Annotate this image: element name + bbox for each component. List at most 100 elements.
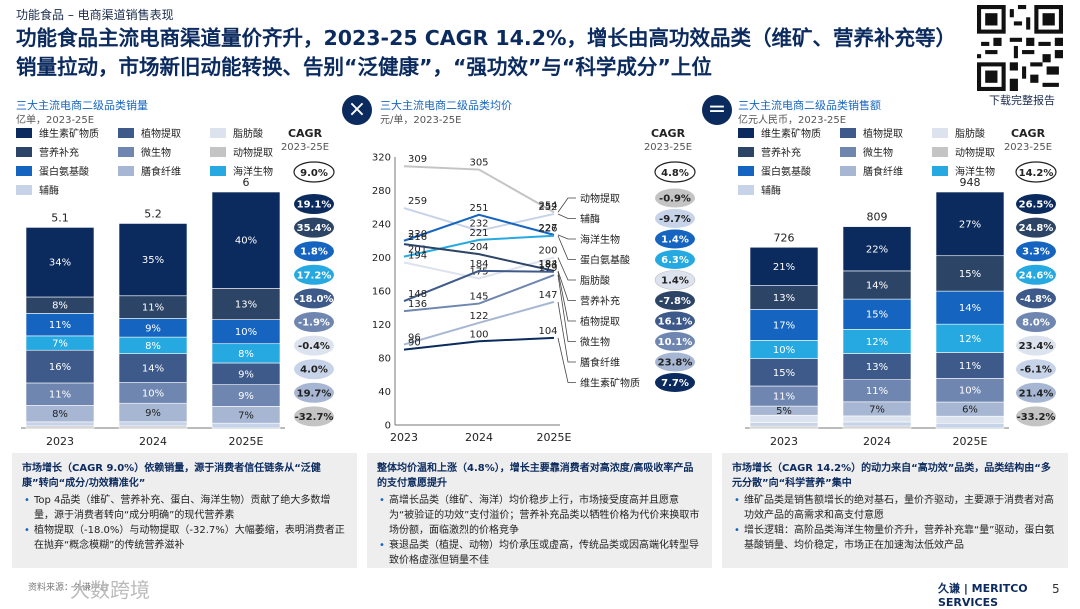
cagr-label: 4.0%	[300, 365, 328, 376]
point-label: 148	[408, 289, 427, 300]
bar-segment	[935, 352, 1005, 379]
commentary-sales-bullet: 增长逻辑：高阶品类海洋生物量价齐升，营养补充靠“量”驱动，蛋白氨基酸销量、均价稳…	[732, 523, 1058, 553]
bar-total-label: 809	[867, 211, 888, 224]
cagr-badge	[655, 188, 695, 208]
legend-label: 维生素矿物质	[761, 129, 821, 140]
bar-segment	[749, 246, 819, 286]
bar-segment	[842, 226, 912, 272]
legend-swatch	[738, 165, 754, 176]
cagr-badge	[655, 373, 695, 392]
y-tick-label: 160	[372, 287, 391, 298]
point-label: 147	[538, 290, 557, 301]
bar-segment-label: 12%	[959, 334, 981, 345]
point-label: 309	[408, 154, 427, 165]
legend-label: 辅酶	[761, 186, 781, 197]
bar-segment-label: 15%	[773, 368, 795, 379]
cagr-badge	[294, 217, 334, 238]
bar-segment	[25, 421, 95, 427]
bar-segment-label: 7%	[52, 339, 68, 350]
y-tick-label: 0	[385, 421, 391, 432]
legend-swatch	[840, 127, 856, 138]
legend-label: 动物提取	[233, 148, 273, 159]
panel-3-title: 三大主流电商二级品类销售额	[738, 99, 881, 112]
point-label: 184	[538, 259, 557, 270]
page-number: 5	[1052, 582, 1060, 596]
legend-swatch	[840, 165, 856, 176]
bar-segment-label: 11%	[49, 390, 71, 401]
cagr-label: 1.8%	[300, 247, 328, 258]
point-label: 259	[408, 196, 427, 207]
legend-item: 海洋生物	[210, 163, 273, 178]
y-tick-label: 40	[378, 387, 391, 398]
legend-label: 膳食纤维	[141, 167, 181, 178]
cagr-sub-2: 2023-25E	[643, 142, 693, 153]
cagr-label: 23.4%	[1019, 341, 1054, 352]
page-headline: 功能食品主流电商渠道量价齐升，2023-25 CAGR 14.2%，增长由高功效…	[16, 26, 957, 79]
bar-segment	[118, 353, 188, 383]
callout-line	[557, 213, 576, 219]
legend-label: 蛋白氨基酸	[39, 167, 89, 178]
legend-swatch	[210, 146, 226, 157]
cagr-label: 3.3%	[1022, 247, 1050, 258]
panel-1-title: 三大主流电商二级品类销量	[16, 99, 148, 112]
bar-segment	[935, 290, 1005, 325]
bar-segment	[211, 422, 281, 429]
legend-swatch	[738, 146, 754, 157]
cagr-sub-1: 2023-25E	[280, 142, 330, 153]
y-tick-label: 240	[372, 220, 391, 231]
cagr-label: 24.6%	[1019, 270, 1054, 281]
legend-item: 脂肪酸	[932, 125, 985, 140]
bar-segment	[118, 223, 188, 297]
point-label: 216	[408, 232, 427, 243]
cagr-total-label: 14.2%	[1019, 168, 1054, 179]
series-name-label: 植物提取	[580, 315, 620, 328]
point-label: 194	[408, 251, 427, 262]
bar-total-label: 6	[243, 176, 250, 189]
multiply-icon: ×	[342, 95, 372, 125]
cagr-badge	[655, 332, 695, 351]
legend-label: 膳食纤维	[863, 167, 903, 178]
legend-label: 植物提取	[141, 129, 181, 140]
legend-item: 辅酶	[738, 182, 781, 197]
legend-item: 脂肪酸	[210, 125, 263, 140]
bar-segment	[842, 421, 912, 427]
bar-segment	[935, 191, 1005, 257]
legend-swatch	[932, 146, 948, 157]
cagr-label: -0.4%	[298, 341, 330, 352]
legend-label: 维生素矿物质	[39, 129, 99, 140]
cagr-badge	[655, 352, 695, 372]
x-tick-label: 2023	[46, 435, 74, 448]
cagr-badge	[1016, 312, 1056, 332]
x-tick-label: 2024	[863, 435, 891, 448]
cagr-badge	[1016, 406, 1056, 427]
bar-segment-label: 8%	[145, 341, 161, 352]
bar-segment	[935, 255, 1005, 292]
point-label: 204	[469, 242, 488, 253]
point-label: 232	[469, 219, 488, 230]
panel-1-sub: 亿单，2023-25E	[16, 115, 95, 126]
panel-2-sub: 元/单，2023-25E	[380, 115, 462, 126]
panel-2-title: 三大主流电商二级品类均价	[380, 99, 512, 112]
point-label: 226	[538, 224, 557, 235]
cagr-label: -0.9%	[659, 194, 691, 205]
legend-label: 植物提取	[863, 129, 903, 140]
cagr-label: 19.7%	[297, 388, 332, 399]
bar-segment-label: 9%	[238, 391, 254, 402]
point-label: 136	[408, 299, 427, 310]
cagr-badge	[294, 359, 334, 380]
legend-label: 营养补充	[39, 148, 79, 159]
bar-segment-label: 10%	[235, 327, 257, 338]
bar-segment-label: 11%	[959, 361, 981, 372]
bar-segment	[749, 358, 819, 387]
legend-item: 膳食纤维	[840, 163, 903, 178]
cagr-label: 6.3%	[661, 255, 689, 266]
legend-label: 脂肪酸	[233, 129, 263, 140]
qr-code-icon	[977, 5, 1063, 91]
bar-segment	[211, 191, 281, 289]
legend-swatch	[118, 165, 134, 176]
cagr-label: 17.2%	[297, 270, 332, 281]
legend-label: 辅酶	[39, 186, 59, 197]
cagr-label: 7.7%	[661, 378, 689, 389]
cagr-total-label: 9.0%	[300, 168, 328, 179]
series-name-label: 微生物	[580, 336, 610, 349]
